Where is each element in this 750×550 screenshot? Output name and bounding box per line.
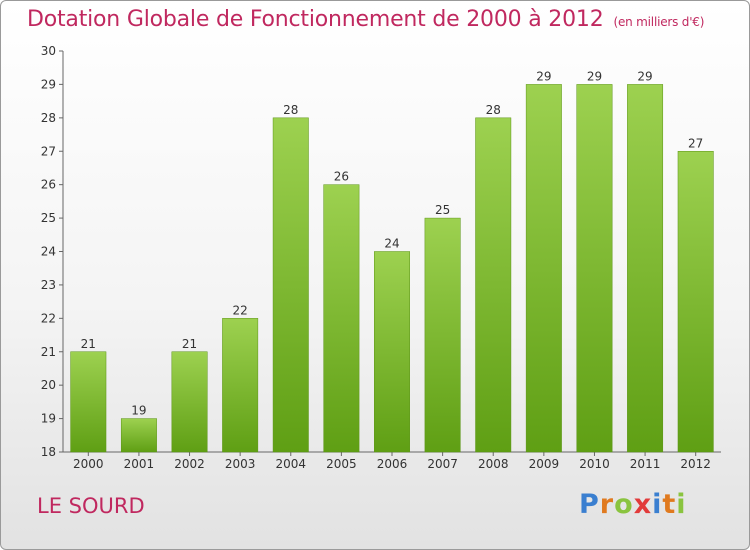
value-label: 27 xyxy=(688,136,703,150)
bar-2006[interactable] xyxy=(374,251,410,453)
bar-2012[interactable] xyxy=(677,151,714,453)
proxiti-logo[interactable]: Proxiti xyxy=(579,489,687,520)
value-label: 21 xyxy=(182,337,197,351)
value-label: 28 xyxy=(283,103,298,117)
value-label: 19 xyxy=(131,404,146,418)
y-tick-label: 27 xyxy=(41,144,56,158)
y-tick-label: 25 xyxy=(41,211,56,225)
y-tick-label: 19 xyxy=(41,412,56,426)
value-label: 21 xyxy=(81,337,96,351)
bar-2002[interactable] xyxy=(171,351,208,453)
y-tick-label: 22 xyxy=(41,311,56,325)
value-label: 25 xyxy=(435,203,450,217)
logo-letter: r xyxy=(599,489,615,520)
bar-2011[interactable] xyxy=(627,84,664,453)
logo-letter: P xyxy=(579,489,600,520)
bar-2000[interactable] xyxy=(70,351,107,453)
y-tick-label: 29 xyxy=(41,77,56,91)
chart-title: Dotation Globale de Fonctionnement de 20… xyxy=(27,7,704,32)
y-tick-label: 20 xyxy=(41,378,56,392)
x-tick-label: 2001 xyxy=(124,457,155,471)
value-label: 24 xyxy=(384,237,399,251)
y-tick-label: 23 xyxy=(41,278,56,292)
x-tick-label: 2006 xyxy=(377,457,408,471)
x-tick-label: 2009 xyxy=(529,457,560,471)
y-tick-label: 28 xyxy=(41,111,56,125)
value-label: 29 xyxy=(536,69,551,83)
logo-letter: i xyxy=(652,489,663,520)
logo-letter: t xyxy=(662,489,677,520)
value-label: 29 xyxy=(637,69,652,83)
y-tick-label: 18 xyxy=(41,445,56,459)
bar-2007[interactable] xyxy=(424,217,461,453)
commune-name: LE SOURD xyxy=(37,494,145,518)
x-tick-label: 2007 xyxy=(427,457,458,471)
logo-letter: x xyxy=(633,489,653,520)
x-tick-label: 2010 xyxy=(579,457,610,471)
value-label: 26 xyxy=(334,170,349,184)
chart-subtitle: (en milliers d'€) xyxy=(613,15,705,29)
chart-title-text: Dotation Globale de Fonctionnement de 20… xyxy=(27,7,604,32)
y-tick-label: 26 xyxy=(41,178,56,192)
bar-2005[interactable] xyxy=(323,184,360,453)
bar-2010[interactable] xyxy=(576,84,613,453)
x-tick-label: 2002 xyxy=(174,457,205,471)
x-tick-label: 2008 xyxy=(478,457,509,471)
x-tick-label: 2005 xyxy=(326,457,357,471)
bar-2001[interactable] xyxy=(120,418,157,453)
bar-2003[interactable] xyxy=(222,318,259,453)
bar-2008[interactable] xyxy=(475,117,512,453)
x-tick-label: 2004 xyxy=(275,457,306,471)
bar-2009[interactable] xyxy=(525,84,562,453)
logo-letter: i xyxy=(676,489,687,520)
logo-letter: o xyxy=(614,489,634,520)
x-tick-label: 2000 xyxy=(73,457,104,471)
y-tick-label: 30 xyxy=(41,44,56,58)
x-tick-label: 2012 xyxy=(680,457,711,471)
x-tick-label: 2003 xyxy=(225,457,256,471)
y-tick-label: 24 xyxy=(41,245,56,259)
x-tick-label: 2011 xyxy=(630,457,661,471)
value-label: 29 xyxy=(587,69,602,83)
value-label: 28 xyxy=(486,103,501,117)
y-tick-label: 21 xyxy=(41,345,56,359)
bar-2004[interactable] xyxy=(272,117,309,453)
value-label: 22 xyxy=(233,303,248,317)
